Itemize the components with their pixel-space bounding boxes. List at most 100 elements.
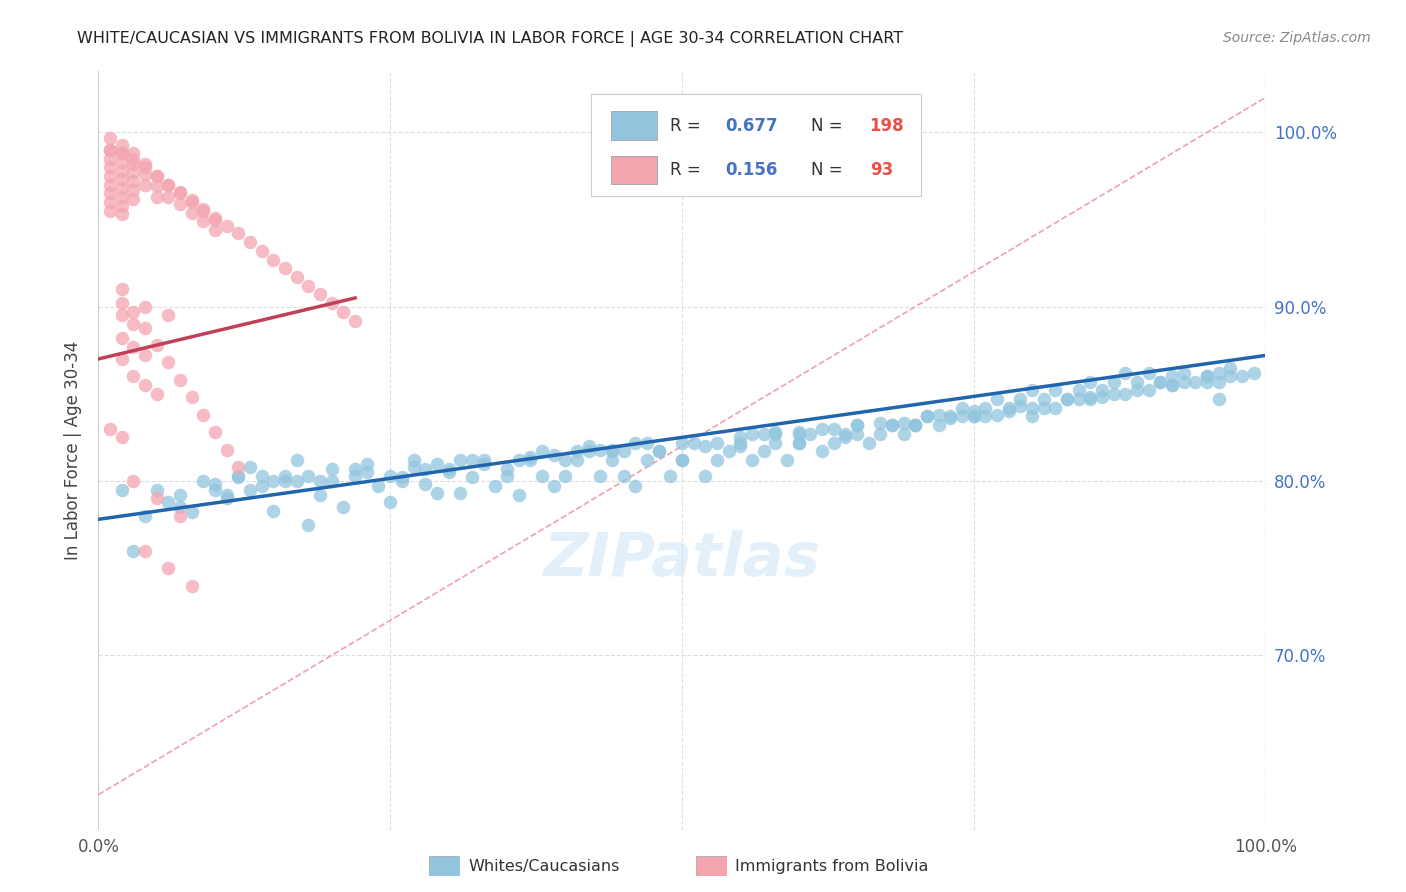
Point (111, 155, 134, 169)
Point (180, 578, 202, 592)
Point (98, 130, 121, 145)
Point (706, 435, 728, 450)
Text: Whites/Caucasians: Whites/Caucasians (468, 859, 620, 873)
Point (204, 211, 226, 225)
Point (204, 223, 226, 237)
Point (741, 426, 763, 441)
Point (787, 425, 810, 439)
Point (904, 418, 927, 433)
Point (1056, 392, 1078, 406)
Point (180, 195, 202, 210)
Point (730, 430, 752, 444)
Point (134, 320, 156, 334)
Point (461, 470, 484, 484)
Point (321, 296, 343, 310)
Point (1091, 384, 1114, 398)
Point (600, 442, 623, 457)
Point (578, 439, 600, 453)
Point (915, 409, 938, 424)
Point (508, 488, 530, 502)
Point (1137, 366, 1160, 380)
Point (391, 470, 413, 484)
Point (193, 202, 215, 216)
Point (169, 186, 191, 201)
Point (974, 401, 997, 415)
Point (1173, 366, 1195, 380)
Point (1056, 392, 1078, 406)
Point (472, 457, 495, 471)
Point (671, 453, 693, 467)
Point (671, 453, 693, 467)
Point (122, 152, 145, 166)
Point (1126, 384, 1149, 398)
Point (367, 479, 389, 493)
Point (146, 338, 169, 352)
Point (939, 409, 962, 424)
Point (1208, 366, 1230, 380)
Point (228, 460, 250, 475)
Point (928, 418, 950, 433)
Point (928, 408, 950, 422)
Point (157, 178, 180, 192)
Point (1243, 366, 1265, 380)
Point (1021, 409, 1043, 424)
Point (950, 401, 973, 415)
Point (787, 426, 810, 441)
Point (122, 183, 145, 197)
Point (647, 444, 669, 458)
Point (297, 517, 319, 532)
Point (321, 462, 343, 476)
Text: R =: R = (669, 161, 706, 178)
Point (98, 178, 121, 192)
Point (157, 355, 180, 369)
Point (274, 468, 297, 483)
Point (309, 488, 332, 502)
Point (893, 426, 915, 441)
Point (1067, 384, 1090, 398)
Point (157, 495, 180, 509)
Point (730, 435, 752, 450)
Text: 93: 93 (870, 161, 893, 178)
Point (111, 181, 134, 195)
Point (974, 409, 997, 424)
Point (519, 453, 541, 467)
Point (285, 453, 308, 467)
Point (169, 488, 191, 502)
Point (962, 409, 984, 424)
Point (413, 477, 436, 491)
Point (1161, 378, 1184, 392)
Point (262, 252, 284, 267)
Point (426, 486, 449, 500)
Point (589, 468, 612, 483)
Point (496, 468, 519, 483)
Text: 0.156: 0.156 (725, 161, 778, 178)
Point (134, 167, 156, 181)
Point (146, 169, 169, 183)
Point (1032, 401, 1054, 415)
Point (134, 178, 156, 192)
Point (215, 488, 238, 502)
Point (111, 137, 134, 152)
Point (215, 491, 238, 506)
Point (846, 418, 869, 433)
Point (180, 205, 202, 219)
Point (111, 207, 134, 221)
Point (823, 435, 845, 450)
Point (986, 392, 1008, 406)
Point (157, 561, 180, 575)
Point (997, 404, 1019, 418)
Point (344, 462, 367, 476)
Point (811, 422, 834, 436)
Point (111, 146, 134, 161)
Point (356, 457, 378, 471)
Point (858, 435, 880, 450)
Point (706, 453, 728, 467)
Point (134, 349, 156, 363)
Point (146, 491, 169, 506)
Text: Source: ZipAtlas.com: Source: ZipAtlas.com (1223, 31, 1371, 45)
Point (578, 444, 600, 458)
Point (962, 404, 984, 418)
Point (1114, 366, 1136, 380)
Point (472, 453, 495, 467)
Point (1184, 375, 1206, 389)
